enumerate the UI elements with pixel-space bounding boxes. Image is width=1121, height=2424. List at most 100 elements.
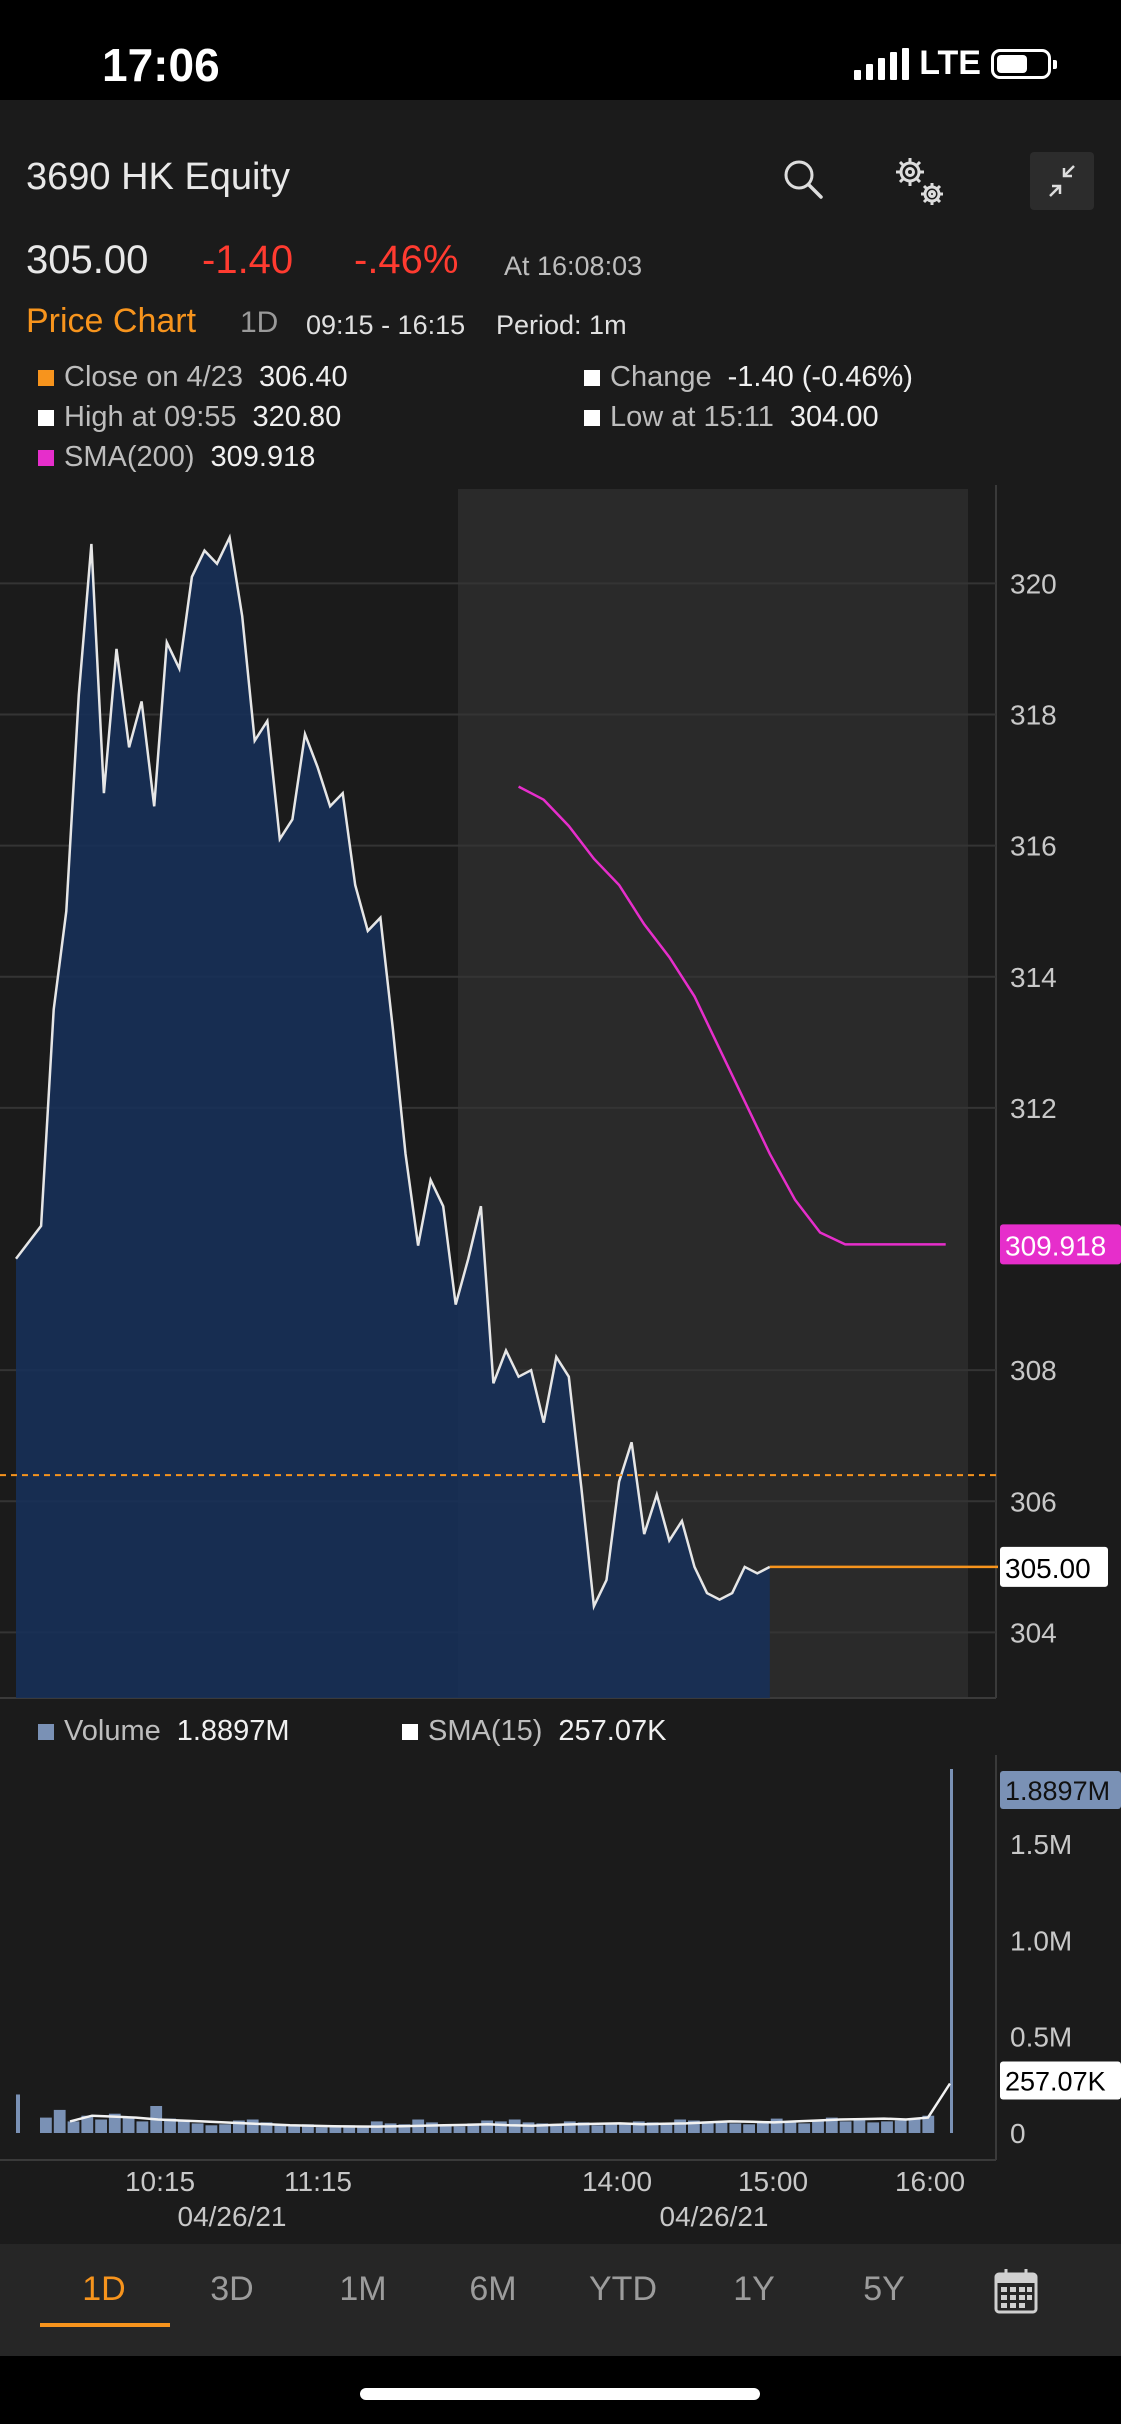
home-indicator xyxy=(360,2388,760,2400)
tab-5y[interactable]: 5Y xyxy=(863,2270,905,2308)
volume-bar xyxy=(591,2125,604,2133)
volume-bar xyxy=(495,2121,507,2133)
volume-bar xyxy=(357,2127,369,2133)
x-date-label: 04/26/21 xyxy=(660,2201,769,2232)
volume-bar xyxy=(536,2123,549,2133)
volume-bar xyxy=(660,2123,673,2133)
volume-y-tick: 1.0M xyxy=(1010,1925,1072,1956)
volume-bar xyxy=(16,2094,20,2133)
signal-icon xyxy=(854,47,910,80)
trading-hours: 09:15 - 16:15 xyxy=(306,310,466,340)
sma-price-tag xyxy=(1000,1224,1121,1265)
volume-bar xyxy=(67,2121,80,2133)
legend-volume-value: 1.8897M xyxy=(176,1715,290,1747)
volume-bar xyxy=(398,2124,411,2133)
legend-close-label: Close on 4/23 xyxy=(64,361,243,393)
y-tick-label: 304 xyxy=(1010,1617,1057,1648)
price-line xyxy=(15,533,771,1611)
volume-bar xyxy=(812,2120,824,2133)
tab-6m[interactable]: 6M xyxy=(469,2270,517,2308)
search-icon[interactable] xyxy=(782,158,824,200)
volume-bar xyxy=(191,2123,204,2133)
x-tick-label: 16:00 xyxy=(895,2166,965,2197)
legend-high-value: 320.80 xyxy=(252,401,342,433)
tab-ytd[interactable]: YTD xyxy=(589,2270,657,2308)
volume-swatch xyxy=(38,1723,54,1740)
sma-swatch xyxy=(38,449,54,466)
high-swatch xyxy=(38,409,54,426)
volume-bar xyxy=(605,2123,618,2133)
volume-bar xyxy=(53,2109,66,2133)
y-tick-label: 318 xyxy=(1010,699,1057,730)
volume-bar xyxy=(260,2122,273,2133)
volume-bar xyxy=(770,2118,783,2133)
volume-sma-tag-label: 257.07K xyxy=(1005,2066,1106,2096)
volume-bar xyxy=(715,2122,728,2133)
legend-low-value: 304.00 xyxy=(789,401,879,433)
tab-3d[interactable]: 3D xyxy=(210,2270,254,2308)
volume-bar xyxy=(757,2121,769,2133)
y-tick-label: 314 xyxy=(1010,962,1057,993)
y-tick-label: 306 xyxy=(1010,1486,1057,1517)
sma-price-tag-label: 309.918 xyxy=(1005,1230,1106,1261)
volume-bar xyxy=(329,2126,342,2133)
legend-close-value: 306.40 xyxy=(258,361,348,393)
volume-bar xyxy=(95,2119,107,2133)
legend-volume-sma-value: 257.07K xyxy=(558,1715,667,1747)
volume-bar xyxy=(784,2122,797,2133)
volume-bar xyxy=(632,2121,645,2133)
volume-bar xyxy=(688,2120,700,2133)
calendar-icon[interactable] xyxy=(994,2268,1038,2314)
volume-bar xyxy=(439,2125,452,2133)
volume-bar xyxy=(302,2124,314,2133)
percent-change: -.46% xyxy=(354,238,459,282)
volume-bar xyxy=(453,2126,466,2133)
price-chart[interactable]: 320 318 316 314 312 308 306 304 305.00 309.918 xyxy=(0,485,1121,1700)
volume-last-tag-label: 1.8897M xyxy=(1005,1776,1110,1806)
volume-plot-bg xyxy=(0,1755,1121,2244)
volume-sma-swatch xyxy=(402,1723,418,1740)
legend-change-value: -1.40 (-0.46%) xyxy=(727,361,913,393)
volume-sma-tag xyxy=(1000,2061,1121,2100)
y-tick-label: 316 xyxy=(1010,831,1057,862)
close-swatch xyxy=(38,369,54,386)
volume-bar xyxy=(136,2121,149,2133)
volume-bar xyxy=(233,2120,245,2133)
volume-bar xyxy=(481,2120,493,2133)
last-price: 305.00 xyxy=(26,238,149,282)
volume-bar xyxy=(825,2117,838,2133)
legend-volume-label: Volume xyxy=(64,1715,161,1747)
volume-bar xyxy=(577,2122,590,2133)
security-title: 3690 HK Equity xyxy=(26,156,291,198)
settings-icon[interactable] xyxy=(888,150,948,210)
volume-bar xyxy=(426,2122,438,2133)
price-chart-label[interactable]: Price Chart xyxy=(26,302,197,340)
volume-bar xyxy=(164,2118,176,2133)
legend-volume-sma-label: SMA(15) xyxy=(428,1715,543,1747)
legend-sma-value: 309.918 xyxy=(210,441,316,473)
volume-bar xyxy=(867,2122,880,2133)
status-indicators: LTE xyxy=(854,44,1057,83)
volume-bar xyxy=(908,2119,921,2133)
tab-1y[interactable]: 1Y xyxy=(733,2270,775,2308)
volume-last-tag xyxy=(1000,1770,1121,1809)
legend-change: Change -1.40 (-0.46%) xyxy=(584,361,913,394)
volume-chart[interactable]: 1.5M 1.0M 0.5M 0 1.8897M 257.07K 10:15 11:15 14:… xyxy=(0,1755,1121,2244)
net-change: -1.40 xyxy=(202,238,294,282)
volume-bar xyxy=(922,2115,935,2133)
y-tick-label: 308 xyxy=(1010,1355,1057,1386)
volume-y-tick: 0.5M xyxy=(1010,2022,1072,2053)
active-tab-underline xyxy=(40,2323,170,2327)
range-tab-bar xyxy=(0,2244,1121,2356)
tab-1m[interactable]: 1M xyxy=(339,2270,387,2308)
legend-change-label: Change xyxy=(610,361,712,393)
y-tick-label: 312 xyxy=(1010,1093,1057,1124)
legend-volume-sma: SMA(15) 257.07K xyxy=(402,1715,666,1748)
volume-bar xyxy=(522,2122,535,2133)
collapse-button[interactable] xyxy=(1030,152,1094,210)
status-time: 17:06 xyxy=(102,39,220,91)
legend-low: Low at 15:11 304.00 xyxy=(584,401,879,434)
x-tick-label: 10:15 xyxy=(125,2166,195,2197)
low-swatch xyxy=(584,409,600,426)
tab-1d[interactable]: 1D xyxy=(82,2270,126,2308)
